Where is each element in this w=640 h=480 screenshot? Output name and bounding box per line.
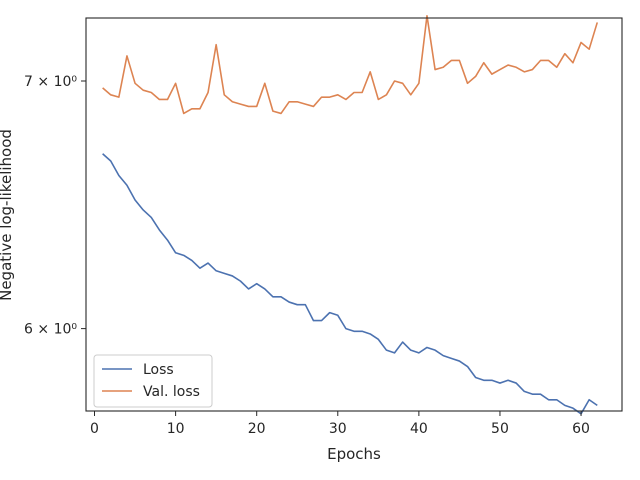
plot-background: [86, 18, 622, 411]
series-layer: [102, 15, 599, 415]
plot-frame: [85, 17, 623, 412]
legend-box: [93, 354, 213, 408]
series-line-val-loss: [102, 15, 599, 115]
legend: Loss Val. loss: [93, 354, 213, 408]
y-tick-label: 7 × 10⁰: [24, 74, 77, 90]
x-tick-label: 30: [329, 421, 347, 437]
x-tick-label: 40: [410, 421, 428, 437]
x-tick-label: 50: [491, 421, 509, 437]
x-axis-ticks: 0 10 20 30 40 50 60: [90, 411, 590, 437]
x-tick-label: 10: [167, 421, 185, 437]
legend-label-val-loss: Val. loss: [143, 384, 200, 400]
series-line-loss: [102, 153, 598, 415]
x-tick-label: 0: [90, 421, 99, 437]
x-axis-label: Epochs: [327, 445, 381, 463]
y-tick-label: 6 × 10⁰: [24, 322, 77, 338]
y-axis-ticks: 6 × 10⁰ 7 × 10⁰: [24, 74, 86, 338]
x-tick-label: 60: [572, 421, 590, 437]
legend-label-loss: Loss: [143, 362, 174, 378]
y-axis-label: Negative log-likelihood: [0, 129, 15, 301]
x-tick-label: 20: [248, 421, 266, 437]
